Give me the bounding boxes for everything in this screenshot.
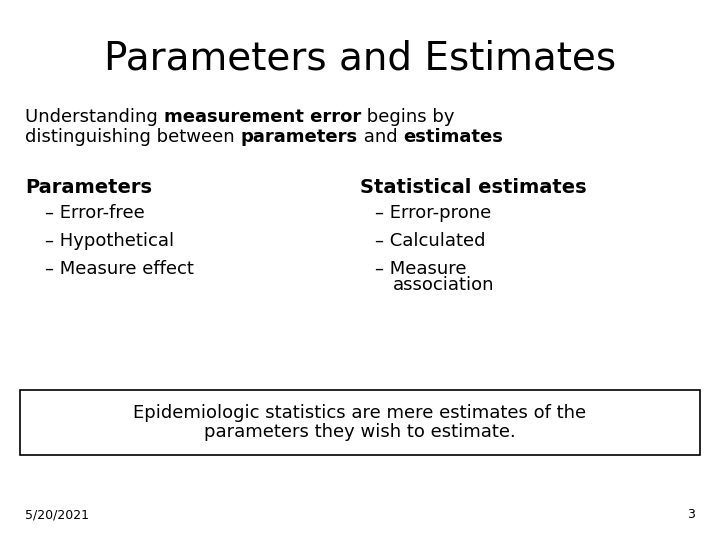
Text: Parameters: Parameters [25,178,152,197]
Text: estimates: estimates [403,128,503,146]
Text: – Error-free: – Error-free [45,204,145,222]
Text: measurement error: measurement error [163,108,361,126]
Text: Statistical estimates: Statistical estimates [360,178,587,197]
Text: association: association [393,276,495,294]
Text: begins by: begins by [361,108,454,126]
FancyBboxPatch shape [20,390,700,455]
Text: Parameters and Estimates: Parameters and Estimates [104,39,616,77]
Text: – Measure: – Measure [375,260,467,278]
Text: – Error-prone: – Error-prone [375,204,491,222]
Text: – Measure effect: – Measure effect [45,260,194,278]
Text: distinguishing between: distinguishing between [25,128,240,146]
Text: 5/20/2021: 5/20/2021 [25,508,89,521]
Text: – Calculated: – Calculated [375,232,485,250]
Text: Understanding: Understanding [25,108,163,126]
Text: 3: 3 [687,508,695,521]
Text: – Hypothetical: – Hypothetical [45,232,174,250]
Text: parameters they wish to estimate.: parameters they wish to estimate. [204,423,516,441]
Text: parameters: parameters [240,128,358,146]
Text: Epidemiologic statistics are mere estimates of the: Epidemiologic statistics are mere estima… [133,404,587,422]
Text: and: and [358,128,403,146]
